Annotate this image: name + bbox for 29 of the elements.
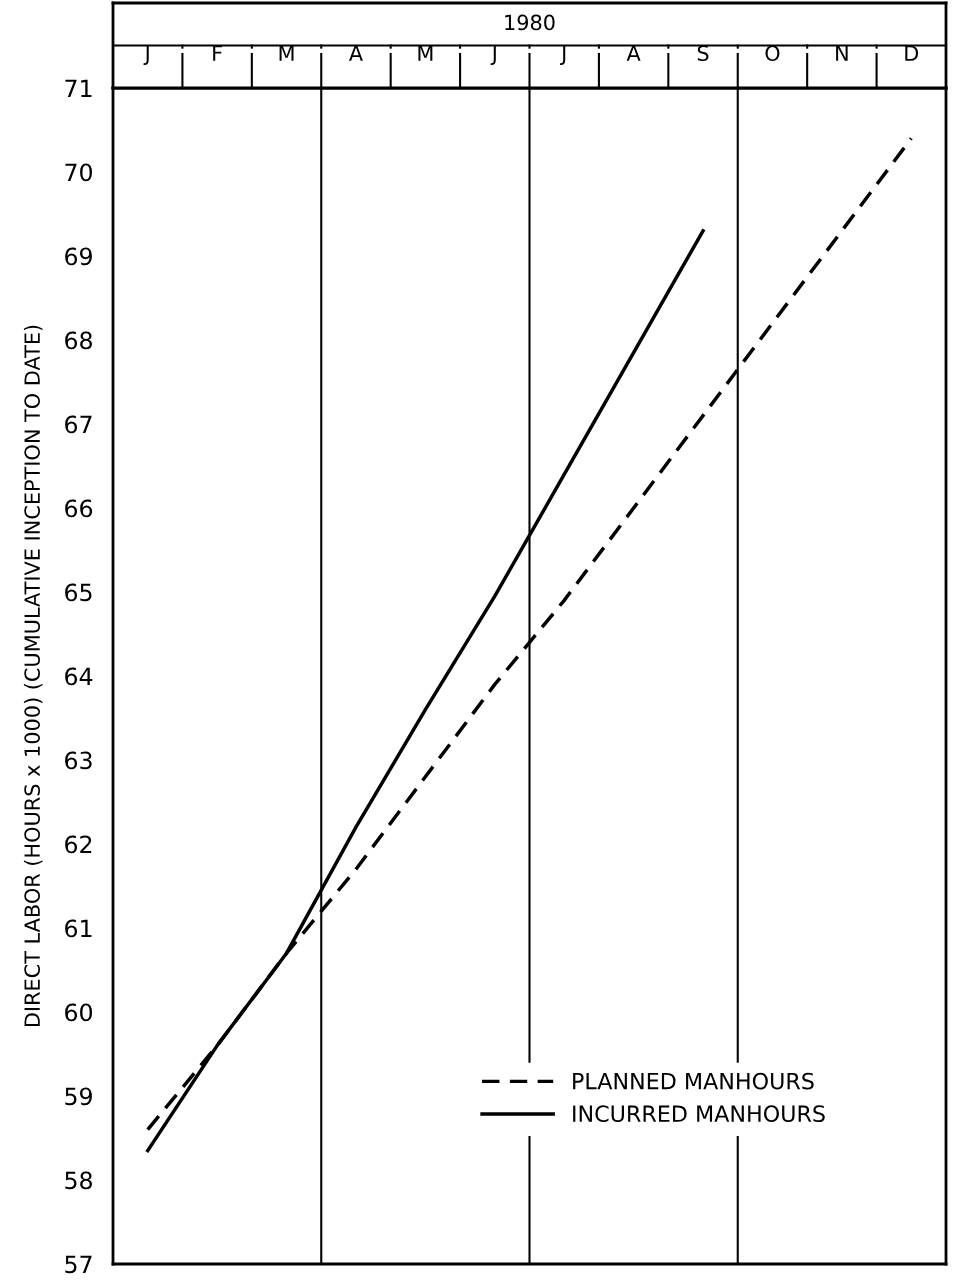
legend-label: PLANNED MANHOURS	[573, 1072, 814, 1090]
x-tick-label: O	[765, 45, 780, 62]
y-tick-label: 69	[65, 247, 92, 266]
y-tick-label: 68	[65, 331, 92, 350]
y-tick-label: 57	[65, 1255, 92, 1274]
y-tick-label: 58	[65, 1171, 92, 1190]
y-tick-label: 61	[65, 919, 92, 938]
x-tick-label: J	[143, 45, 149, 65]
x-tick-label: D	[905, 45, 919, 61]
x-tick-label: J	[490, 45, 496, 65]
y-tick-label: 65	[65, 583, 92, 602]
x-tick-label: M	[279, 45, 294, 61]
y-tick-label: 62	[65, 835, 92, 854]
y-tick-label: 63	[65, 751, 92, 770]
y-tick-label: 70	[65, 163, 92, 182]
y-tick-label: 60	[65, 1003, 92, 1022]
x-tick-label: N	[836, 45, 848, 61]
y-tick-label: 59	[65, 1087, 92, 1106]
y-tick-label: 64	[65, 667, 93, 686]
x-tick-label: A	[626, 45, 641, 61]
y-tick-label: 71	[65, 79, 92, 97]
y-tick-label: 67	[65, 415, 92, 434]
legend-label: INCURRED MANHOURS	[573, 1105, 825, 1123]
x-tick-label: A	[349, 45, 363, 61]
x-tick-label: J	[560, 45, 566, 65]
chart-title: 1980	[505, 14, 555, 31]
y-tick-label: 66	[65, 499, 93, 518]
y-axis-title: DIRECT LABOR (HOURS x 1000) (CUMULATIVE INCEPTION TO DATE)	[23, 325, 43, 1027]
x-tick-label: M	[418, 45, 433, 61]
